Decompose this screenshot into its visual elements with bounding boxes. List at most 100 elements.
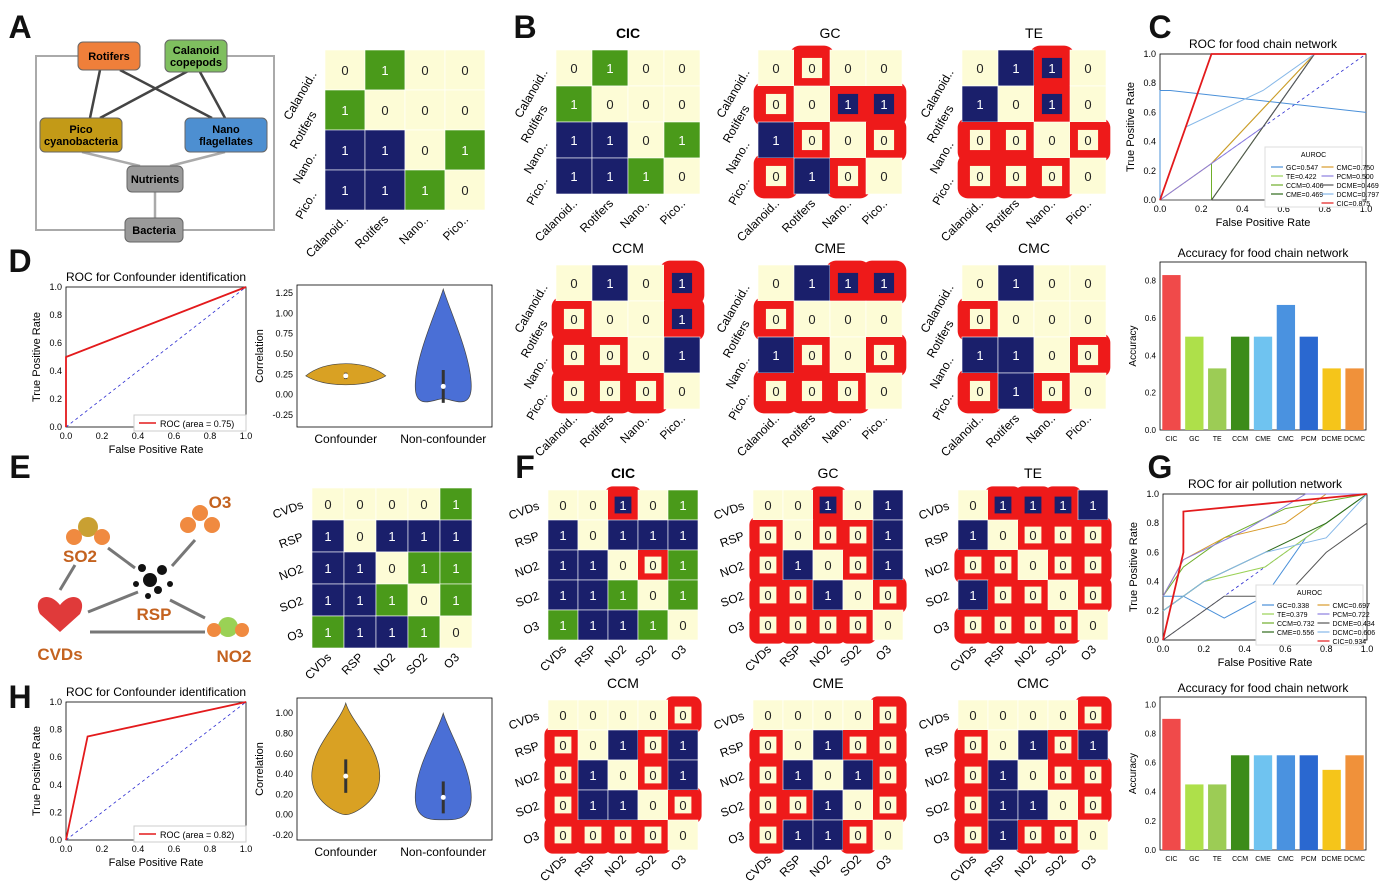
cell-value: 1: [884, 558, 891, 573]
matrix-cell: [311, 615, 345, 649]
cell-value: 0: [999, 588, 1006, 603]
label-cvds: CVDs: [37, 645, 82, 664]
col-label: Pico..: [859, 411, 890, 442]
mismatch-cell-inner: [879, 766, 897, 784]
mismatch-cell-inner: [1054, 496, 1072, 514]
matrix-cell: [439, 615, 473, 649]
matrix-cell: [375, 583, 409, 617]
cell-value: 0: [606, 97, 613, 112]
col-label: RSP: [982, 852, 1009, 879]
cell-value: 0: [649, 708, 656, 723]
cell-value: 0: [999, 708, 1006, 723]
y-tick-label: 0.2: [1145, 389, 1157, 398]
matrix-title: CCM: [607, 675, 639, 691]
mismatch-cell-inner: [1084, 526, 1102, 544]
cell-value: 0: [844, 169, 851, 184]
cell-value: 1: [854, 768, 861, 783]
col-label: SO2: [1042, 642, 1069, 669]
cell-value: 0: [1059, 618, 1066, 633]
cell-value: 1: [341, 103, 348, 118]
row-label: NO2: [513, 769, 541, 791]
air-ground-truth-matrix: 0 0 0 0 11 0 1 1 11 1 0 1 11 1 1 0 11 1 1 1 0CVDsRSPNO2SO2O3…: [271, 487, 473, 682]
cell-value: 0: [642, 384, 649, 399]
cell-value: 0: [1089, 708, 1096, 723]
y-axis-label: True Positive Rate: [1125, 82, 1137, 172]
mismatch-cell-inner: [644, 766, 662, 784]
matrix-cell: [407, 583, 441, 617]
roc-series-line: [65, 286, 247, 427]
cell-value: 0: [794, 798, 801, 813]
y-tick-label: 0.2: [1146, 606, 1159, 616]
matrix-cell: [607, 729, 639, 761]
matrix-cell: [957, 699, 989, 731]
legend-entry: GC=0.338: [1277, 603, 1309, 610]
cell-value: 1: [461, 143, 468, 158]
col-label: Calanoid..: [734, 411, 782, 459]
panel-letter-C: C: [1148, 9, 1171, 45]
x-tick-label: DCMC: [1344, 436, 1365, 443]
cell-value: 1: [381, 183, 388, 198]
mismatch-cell-inner: [969, 165, 991, 187]
row-label: O3: [521, 619, 541, 638]
x-tick-label: CCM: [1232, 436, 1248, 443]
cell-value: 0: [461, 183, 468, 198]
cell-value: 0: [420, 497, 427, 512]
matrix-cell: [637, 699, 669, 731]
cell-value: 0: [1012, 97, 1019, 112]
cell-value: 1: [678, 276, 685, 291]
matrix-cell: [1069, 372, 1107, 410]
node-label: Calanoid: [173, 45, 219, 57]
cell-value: 0: [844, 384, 851, 399]
row-label: SO2: [924, 589, 952, 610]
cell-value: 0: [1059, 558, 1066, 573]
cell-value: 0: [642, 276, 649, 291]
cell-value: 0: [559, 828, 566, 843]
col-label: Nano..: [617, 196, 652, 231]
matrix-cell: [343, 615, 377, 649]
air-matrix-CCM: 0 0 0 0 00 0 1 0 10 1 0 0 10 1 1 0 00 0 0 0 0CVDsRSPNO2SO2O3…: [507, 675, 702, 881]
mismatch-cell-inner: [837, 380, 859, 402]
matrix-cell: [591, 49, 629, 87]
air-matrix-CIC: 0 0 1 0 11 0 1 1 11 1 0 0 11 1 1 0 11 1 1 1 0CVDsRSPNO2SO2O3…: [507, 465, 699, 674]
row-label: Nano..: [927, 139, 957, 177]
cell-value: 1: [1012, 384, 1019, 399]
cell-value: 1: [559, 618, 566, 633]
cell-value: 1: [999, 768, 1006, 783]
particle-rsp: [143, 573, 157, 587]
col-label: RSP: [777, 852, 804, 879]
chart-title: Accuracy for food chain network: [1178, 681, 1350, 695]
row-label: RSP: [513, 739, 541, 761]
row-label: Nano..: [521, 139, 551, 177]
roc-series-line: [1162, 493, 1368, 641]
cell-value: 0: [421, 103, 428, 118]
chart-title: ROC for Confounder identification: [66, 685, 246, 699]
cell-value: 0: [324, 497, 331, 512]
legend-box: [1255, 584, 1364, 646]
matrix-cell: [1077, 729, 1109, 761]
cell-value: 0: [388, 497, 395, 512]
cell-value: 0: [679, 708, 686, 723]
cell-value: 0: [880, 384, 887, 399]
panel-letter-A: A: [8, 9, 31, 45]
cell-value: 0: [794, 738, 801, 753]
y-tick-label: 0.2: [1145, 817, 1157, 826]
legend-title: AUROC: [1297, 590, 1322, 597]
x-tick-label: DCMC: [1344, 856, 1365, 863]
cell-value: 1: [589, 588, 596, 603]
matrix-cell: [547, 549, 579, 581]
matrix-cell: [997, 372, 1035, 410]
bar: [1230, 336, 1250, 430]
matrix-cell: [637, 489, 669, 521]
row-label: O3: [931, 829, 951, 848]
matrix-cell: [961, 85, 999, 123]
col-label: Calanoid..: [532, 411, 580, 459]
y-tick-label: 0.00: [275, 390, 293, 400]
cell-value: 0: [854, 558, 861, 573]
matrix-cell: [793, 157, 831, 195]
y-tick-label: 1.0: [49, 282, 62, 292]
cell-value: 0: [1089, 798, 1096, 813]
row-label: SO2: [719, 799, 747, 820]
legend-entry: CME=0.556: [1277, 630, 1314, 637]
label-o3: O3: [209, 493, 232, 512]
cell-value: 0: [772, 61, 779, 76]
